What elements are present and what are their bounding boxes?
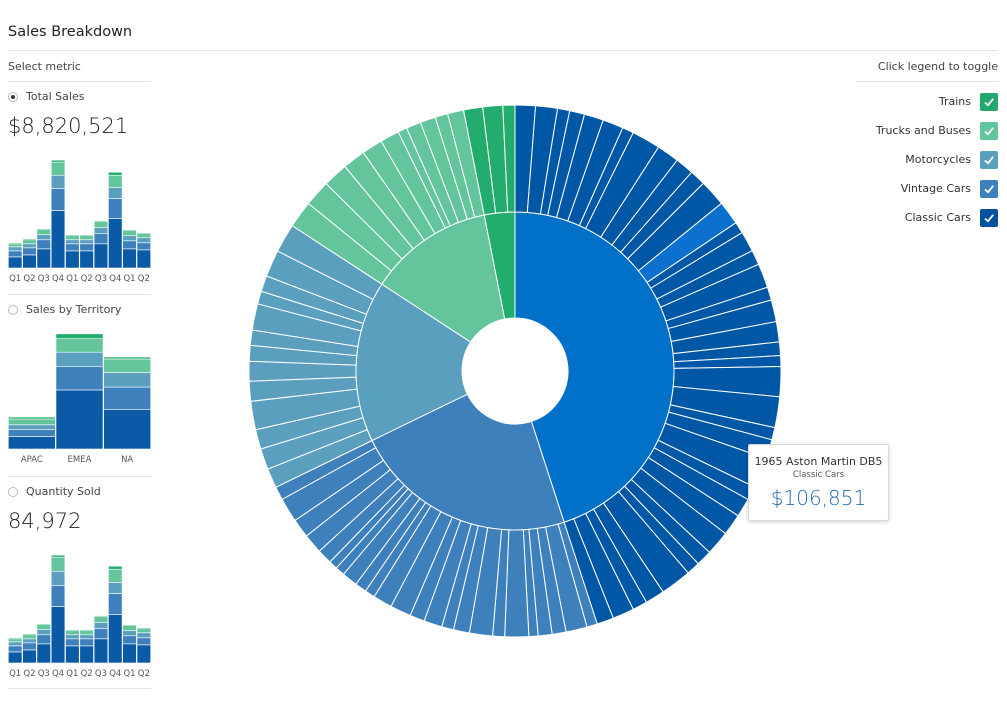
tick-label: Q3 (95, 274, 107, 284)
bar-trains (36, 623, 51, 625)
metric-option-total-sales[interactable]: Total Sales (8, 90, 84, 103)
tick-label: Q1 (66, 274, 78, 284)
legend-item-classic-cars[interactable]: Classic Cars (876, 203, 998, 232)
radio-total-sales[interactable] (8, 91, 18, 102)
tick-label: Q4 (109, 669, 121, 679)
bar-trains (8, 242, 23, 245)
legend-item-trucks-and-buses[interactable]: Trucks and Buses (876, 116, 998, 145)
check-icon (984, 155, 994, 165)
legend-label-motorcycles: Motorcycles (905, 153, 971, 166)
bar-trains (50, 159, 66, 163)
sunburst-product-trains[interactable] (502, 104, 516, 213)
quantity-sold-value: 84,972 (8, 509, 82, 533)
metric-label-total-sales: Total Sales (26, 90, 85, 103)
bar-classic-cars (103, 409, 151, 450)
select-metric-label: Select metric (8, 60, 81, 73)
sidebar-divider (8, 294, 151, 295)
tick-label: Q2 (81, 274, 93, 284)
legend-label-trucks-and-buses: Trucks and Buses (875, 124, 971, 137)
total-sales-value: $8,820,521 (8, 114, 129, 138)
tick-label: EMEA (68, 455, 92, 465)
tick-label: Q1 (9, 669, 21, 679)
quantity-sold-minichart[interactable]: Q1 Q2 Q3 Q4 Q1 Q2 Q3 Q4 Q1 Q2 (8, 540, 151, 682)
bar-trains (93, 615, 109, 617)
sunburst-center[interactable] (462, 318, 568, 424)
header-divider (8, 50, 998, 51)
tick-label: APAC (21, 455, 43, 465)
legend-hint: Click legend to toggle (877, 60, 998, 73)
bar-trains (79, 629, 94, 632)
check-icon (984, 184, 994, 194)
total-sales-minichart[interactable]: Q1 Q2 Q3 Q4 Q1 Q2 Q3 Q4 Q1 Q2 (8, 145, 151, 287)
tick-label: Q4 (52, 274, 64, 284)
legend: Trains Trucks and Buses Motorcycles Vint… (876, 87, 998, 232)
tick-label: Q2 (138, 669, 150, 679)
tick-label: Q4 (109, 274, 121, 284)
tick-label: Q2 (81, 669, 93, 679)
bar-trains (103, 356, 151, 360)
tick-label: Q1 (66, 669, 78, 679)
tooltip-category: Classic Cars (792, 470, 845, 480)
bar-trains (36, 228, 51, 230)
bar-trains (136, 627, 151, 630)
bar-trains (122, 624, 137, 626)
bar-trains (22, 238, 37, 241)
checkbox-trucks-and-buses[interactable] (980, 121, 998, 140)
tooltip-product-name: 1965 Aston Martin DB5 (754, 455, 883, 468)
legend-label-classic-cars: Classic Cars (904, 211, 971, 224)
metric-label-quantity-sold: Quantity Sold (26, 485, 101, 498)
tick-label: Q1 (9, 274, 21, 284)
bar-trains (50, 554, 66, 558)
bar-trains (22, 633, 37, 636)
bar-trains (8, 637, 23, 640)
bar-trains (8, 416, 56, 420)
tooltip-value: $106,851 (770, 486, 867, 510)
radio-sales-by-territory[interactable] (8, 304, 18, 315)
legend-item-vintage-cars[interactable]: Vintage Cars (876, 174, 998, 203)
tick-label: Q1 (123, 274, 135, 284)
bar-trains (55, 333, 104, 339)
tick-label: Q1 (123, 669, 135, 679)
tick-label: Q2 (23, 669, 35, 679)
tick-label: Q4 (52, 669, 64, 679)
bar-trains (65, 234, 80, 237)
check-icon (984, 213, 994, 223)
tick-label: NA (121, 455, 133, 465)
bar-trains (122, 229, 137, 231)
sidebar-divider (8, 476, 151, 477)
metric-label-sales-by-territory: Sales by Territory (26, 303, 122, 316)
bar-trains (108, 565, 123, 570)
legend-label-vintage-cars: Vintage Cars (900, 182, 971, 195)
legend-item-motorcycles[interactable]: Motorcycles (876, 145, 998, 174)
metric-option-sales-by-territory[interactable]: Sales by Territory (8, 303, 121, 316)
check-icon (984, 126, 994, 136)
checkbox-motorcycles[interactable] (980, 150, 998, 169)
bar-trains (79, 234, 94, 237)
tick-label: Q3 (38, 274, 50, 284)
checkbox-vintage-cars[interactable] (980, 179, 998, 198)
checkbox-classic-cars[interactable] (980, 208, 998, 227)
tick-label: Q3 (95, 669, 107, 679)
page-title: Sales Breakdown (8, 24, 133, 40)
tick-label: Q2 (138, 274, 150, 284)
tick-label: Q3 (38, 669, 50, 679)
radio-quantity-sold[interactable] (8, 486, 18, 497)
bar-trains (108, 171, 123, 176)
bar-trains (93, 220, 109, 222)
sidebar-divider (8, 81, 151, 82)
sidebar-divider (8, 688, 151, 689)
checkbox-trains[interactable] (980, 92, 998, 111)
territory-minichart[interactable]: APAC EMEA NA (8, 326, 151, 468)
tick-label: Q2 (23, 274, 35, 284)
legend-divider (856, 81, 999, 82)
check-icon (984, 97, 994, 107)
legend-item-trains[interactable]: Trains (876, 87, 998, 116)
chart-tooltip: 1965 Aston Martin DB5 Classic Cars $106,… (748, 444, 889, 521)
bar-trains (65, 629, 80, 632)
metric-option-quantity-sold[interactable]: Quantity Sold (8, 485, 101, 498)
bar-trains (136, 232, 151, 235)
legend-label-trains: Trains (938, 95, 971, 108)
bar-classic-cars (55, 389, 104, 450)
